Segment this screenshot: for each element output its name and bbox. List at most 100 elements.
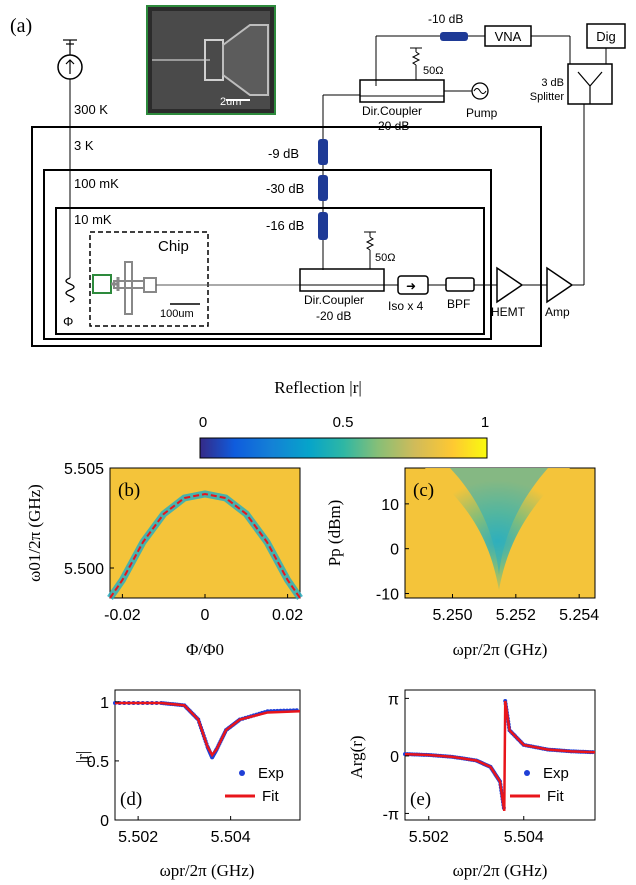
coupler-top-label-1: Dir.Coupler xyxy=(362,104,422,118)
legend-e: Exp Fit xyxy=(510,765,569,805)
isolator xyxy=(397,275,429,295)
attenuator-30db xyxy=(318,175,328,201)
chip-scale-label: 100um xyxy=(160,308,194,320)
legend-d: Exp Fit xyxy=(225,765,284,805)
attenuator-label-16db: -16 dB xyxy=(266,218,304,233)
temp-label-300k: 300 K xyxy=(74,102,108,117)
coupler-bottom: 50Ω Dir.Coupler -20 dB xyxy=(299,231,395,323)
legend-d-fit: Fit xyxy=(262,788,279,805)
heatmap-b-background xyxy=(109,467,301,599)
legend-e-exp-marker xyxy=(524,770,530,776)
fit-line xyxy=(115,701,301,758)
termination-label-bottom: 50Ω xyxy=(375,252,395,264)
dig-box xyxy=(586,23,626,49)
x-tick-label: 5.254 xyxy=(559,607,599,624)
coupler-top: 50Ω Dir.Coupler -20 dB xyxy=(359,47,445,133)
colorbar: Reflection |r| 0 0.5 1 xyxy=(199,378,489,459)
y-tick-label: 0 xyxy=(100,813,109,830)
e-xlabel: ωpr/2π (GHz) xyxy=(453,861,548,880)
hemt-label: HEMT xyxy=(491,305,526,319)
y-tick-label: 5.505 xyxy=(64,461,104,478)
y-tick-label: π xyxy=(388,691,399,708)
y-tick-label: 0 xyxy=(390,542,399,559)
legend-e-exp: Exp xyxy=(543,765,569,782)
c-xlabel: ωpr/2π (GHz) xyxy=(453,640,548,659)
attenuator-label-9db: -9 dB xyxy=(268,146,299,161)
vna-label: VNA xyxy=(495,29,522,44)
x-tick-label: 5.250 xyxy=(432,607,472,624)
amp-triangle xyxy=(546,266,574,304)
heatmap-c-resonance-core xyxy=(450,468,548,575)
sem-scale-label: 2um xyxy=(220,96,241,108)
b-ylabel: ω01/2π (GHz) xyxy=(25,484,44,582)
y-tick-label: 0.5 xyxy=(87,754,109,771)
termination-label-top: 50Ω xyxy=(423,65,443,77)
splitter-label-1: 3 dB xyxy=(541,77,564,89)
temp-label-10mk: 10 mK xyxy=(74,212,112,227)
x-tick-label: 5.502 xyxy=(409,829,449,846)
b-xlabel: Φ/Φ0 xyxy=(186,640,224,659)
x-tick-label: -0.02 xyxy=(104,607,141,624)
attenuator-16db xyxy=(318,212,328,240)
bpf-label: BPF xyxy=(447,297,470,311)
isolator-arrow-icon: ➜ xyxy=(406,279,416,293)
chip-label: Chip xyxy=(158,238,189,255)
flux-source: Φ xyxy=(57,39,83,329)
coupler-bottom-label-1: Dir.Coupler xyxy=(304,293,364,307)
legend-d-exp: Exp xyxy=(258,765,284,782)
dig-label: Dig xyxy=(596,29,616,44)
c-ylabel: Pp (dBm) xyxy=(325,500,344,567)
chip: Chip 100um xyxy=(89,231,300,327)
e-ylabel: Arg(r) xyxy=(347,735,366,778)
x-tick-label: 5.502 xyxy=(118,829,158,846)
stage-100mk xyxy=(43,169,492,340)
panel-label-c: (c) xyxy=(413,480,434,501)
d-ylabel: |r| xyxy=(73,751,92,763)
x-tick-label: 5.504 xyxy=(211,829,251,846)
schematic: (a) 2um Φ 300 K 3 K 100 m xyxy=(10,5,626,347)
amp-label: Amp xyxy=(545,305,570,319)
hemt-triangle xyxy=(496,266,524,304)
attenuator-label-30db: -30 dB xyxy=(266,181,304,196)
temp-label-3k: 3 K xyxy=(74,138,94,153)
fit-line xyxy=(404,700,596,812)
stage-10mk xyxy=(55,207,485,335)
sem-inset: 2um xyxy=(146,5,276,115)
coupler-top-label-2: -20 dB xyxy=(374,119,409,133)
colorbar-tick-0: 0 xyxy=(199,414,207,431)
x-tick-label: 0.02 xyxy=(272,607,303,624)
bpf-box xyxy=(445,277,475,292)
y-tick-label: 5.500 xyxy=(64,561,104,578)
fit-curve-b xyxy=(109,492,301,599)
stage-3k xyxy=(31,126,542,347)
x-tick-label: 0 xyxy=(201,607,210,624)
x-tick-label: 5.252 xyxy=(496,607,536,624)
legend-d-exp-marker xyxy=(239,770,245,776)
x-tick-label: 5.504 xyxy=(504,829,544,846)
y-tick-label: 1 xyxy=(100,695,109,712)
flux-label: Φ xyxy=(63,314,73,329)
coupler-bottom-label-2: -20 dB xyxy=(316,309,351,323)
isolator-label: Iso x 4 xyxy=(388,299,424,313)
attenuator-label-10db: -10 dB xyxy=(428,12,463,26)
pump-label: Pump xyxy=(466,106,498,120)
colorbar-tick-1: 1 xyxy=(481,414,489,431)
splitter-label-2: Splitter xyxy=(530,91,565,103)
y-tick-label: -π xyxy=(383,806,399,823)
panel-label-d: (d) xyxy=(120,789,142,810)
colorbar-title: Reflection |r| xyxy=(274,378,362,397)
colorbar-tick-05: 0.5 xyxy=(333,414,354,431)
panel-label-e: (e) xyxy=(410,789,431,810)
y-tick-label: 10 xyxy=(381,497,399,514)
y-tick-label: 0 xyxy=(390,749,399,766)
y-tick-label: -10 xyxy=(376,587,399,604)
attenuator-10db xyxy=(440,32,468,41)
panel-label-b: (b) xyxy=(118,480,140,501)
legend-e-fit: Fit xyxy=(547,788,564,805)
d-xlabel: ωpr/2π (GHz) xyxy=(160,861,255,880)
temp-label-100mk: 100 mK xyxy=(74,176,119,191)
panel-label-a: (a) xyxy=(10,15,32,37)
panel-b: (b) -0.02 0 0.02 5.505 5.500 Φ/Φ0 ω01/2π (GH… xyxy=(25,461,303,659)
